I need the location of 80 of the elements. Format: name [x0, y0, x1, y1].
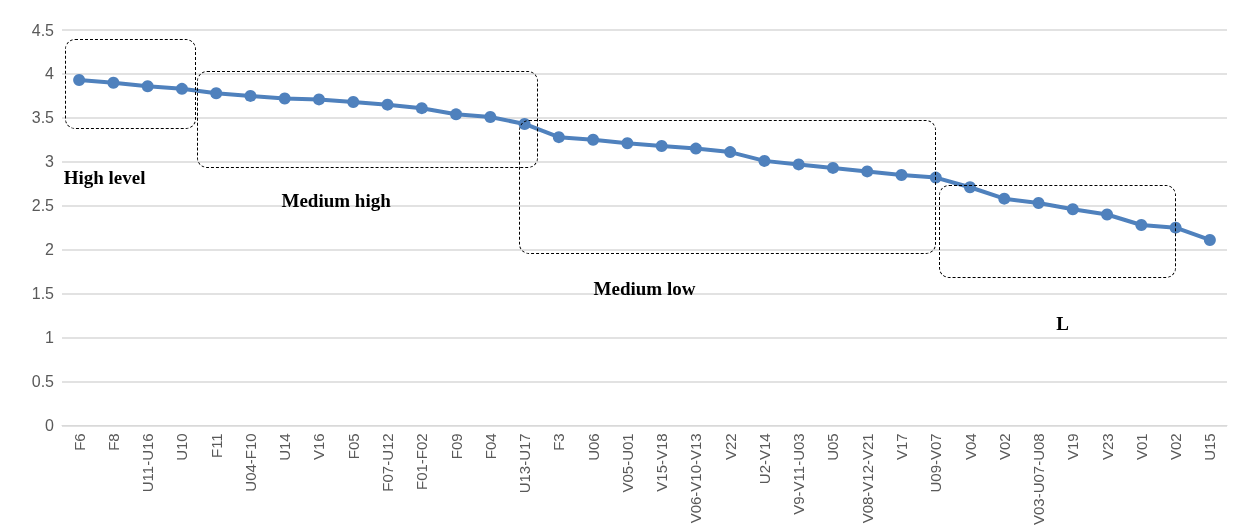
point: [1203, 233, 1216, 246]
x-tick-label: V23: [1098, 433, 1116, 460]
point: [929, 171, 942, 184]
annotation: L: [1056, 313, 1069, 336]
y-tick-label: 3: [45, 153, 55, 171]
x-tick-label: F3: [550, 433, 568, 451]
x-tick-label: V9-V11-U03: [790, 433, 808, 515]
x-tick-label: F6: [70, 433, 88, 451]
point: [484, 110, 497, 123]
x-tick-label: V17: [892, 433, 910, 460]
point: [724, 146, 737, 159]
x-tick-label: F01-F02: [413, 433, 431, 490]
x-tick-label: U06: [584, 433, 602, 461]
point: [826, 161, 839, 174]
point: [450, 108, 463, 121]
y-tick-label: 2.5: [31, 197, 55, 215]
x-tick-label: F07-U12: [379, 433, 397, 492]
x-tick-label: U13-U17: [516, 433, 534, 494]
x-tick-label: F11: [207, 433, 225, 459]
x-tick-label: U2-V14: [755, 433, 773, 485]
y-tick-label: 1: [45, 328, 55, 346]
point: [141, 80, 154, 93]
x-tick-label: V01: [1132, 433, 1150, 460]
point: [313, 93, 325, 106]
point: [655, 139, 668, 152]
x-tick-label: V06-V10-V13: [687, 433, 705, 524]
y-tick-label: 2: [45, 241, 55, 259]
x-tick-label: U10: [173, 433, 191, 461]
x-tick-label: V05-U01: [618, 433, 636, 493]
point: [552, 131, 565, 144]
point: [415, 102, 428, 115]
y-tick-label: 3.5: [31, 109, 55, 127]
point: [244, 89, 257, 102]
y-tick-label: 0.5: [31, 372, 55, 390]
point: [1135, 219, 1148, 231]
point: [1032, 197, 1045, 210]
x-tick-label: V15-V18: [653, 433, 671, 492]
point: [964, 181, 977, 194]
point: [587, 133, 600, 146]
x-tick-label: U14: [276, 433, 294, 461]
point: [347, 96, 360, 109]
point: [861, 165, 874, 178]
x-tick-label: F09: [447, 433, 465, 460]
x-tick-label: V03-U07-U08: [1030, 433, 1048, 525]
y-tick-label: 4.5: [31, 21, 55, 39]
x-tick-label: F04: [481, 433, 499, 460]
point: [381, 98, 394, 111]
point: [792, 158, 805, 171]
point: [689, 142, 702, 155]
x-tick-label: U11-U16: [139, 433, 157, 493]
x-tick-label: V02: [995, 433, 1013, 460]
x-tick-label: V19: [1064, 433, 1082, 460]
x-tick-label: V08-V12-V21: [858, 433, 876, 524]
point: [621, 137, 634, 150]
point: [1101, 208, 1114, 221]
x-tick-label: V22: [721, 433, 739, 460]
x-tick-label: V04: [961, 433, 979, 460]
y-tick-label: 0: [45, 416, 55, 434]
point: [278, 92, 291, 105]
y-tick-label: 1.5: [31, 285, 55, 303]
x-tick-label: V16: [310, 433, 328, 460]
point: [175, 82, 188, 95]
y-tick-label: 4: [45, 65, 55, 83]
x-tick-label: U05: [824, 433, 842, 461]
annotation: High level: [63, 166, 146, 189]
point: [107, 76, 120, 89]
x-tick-label: F8: [104, 433, 122, 451]
point: [998, 192, 1011, 205]
point: [73, 74, 86, 87]
x-tick-label: V02: [1167, 433, 1185, 460]
x-tick-label: U15: [1201, 433, 1219, 461]
point: [895, 168, 908, 181]
x-tick-label: F05: [344, 433, 362, 460]
point: [1066, 203, 1079, 216]
point: [210, 87, 223, 100]
x-tick-label: U09-V07: [927, 433, 945, 493]
point: [758, 154, 771, 167]
annotation: Medium high: [281, 190, 391, 213]
x-tick-label: U04-F10: [241, 433, 259, 492]
annotation: Medium low: [593, 278, 696, 301]
